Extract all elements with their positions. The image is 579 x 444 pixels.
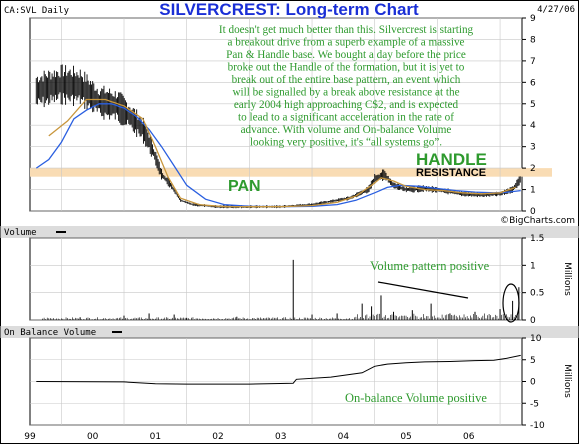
y-tick-label: 1.5 <box>530 234 544 244</box>
annotation-line: It doesn't get much better than this. Si… <box>219 24 474 36</box>
volume-title: Volume <box>4 228 37 238</box>
y-tick-label: 6 <box>530 78 536 88</box>
obv-panel: On Balance Volume -10 -5 0 5 10 Millions On-… <box>0 326 579 431</box>
moving-average-short <box>48 98 516 208</box>
y-tick-label: 5 <box>530 356 536 366</box>
annotation-line: early 2004 high approaching C$2, and is … <box>234 99 459 111</box>
x-tick-label: 03 <box>275 432 286 442</box>
price-y-ticks: 0 1 2 3 4 5 6 7 8 9 <box>522 14 536 217</box>
y-tick-label: 3 <box>530 143 536 153</box>
obv-line <box>36 354 521 385</box>
price-gridlines <box>30 17 522 212</box>
y-tick-label: 0 <box>530 316 536 326</box>
volume-bars <box>42 259 520 320</box>
y-tick-label: 4 <box>530 121 536 131</box>
handle-label: HANDLE <box>416 150 487 169</box>
annotation-line: Pan & Handle base. We bought a day befor… <box>226 49 466 61</box>
y-tick-label: 9 <box>530 14 536 24</box>
y-tick-label: 1 <box>530 261 536 271</box>
price-bars <box>35 64 521 209</box>
annotation-line: a breakout drive from a superb example o… <box>227 37 464 49</box>
y-tick-label: 0.5 <box>530 289 544 299</box>
chart-title: SILVERCREST: Long-term Chart <box>159 0 419 19</box>
watermark: ©BigCharts.com <box>500 216 575 226</box>
y-tick-label: 5 <box>530 100 536 110</box>
volume-panel-header <box>0 226 579 238</box>
annotation-line: will be signalled by a break above resis… <box>232 87 459 99</box>
obv-title: On Balance Volume <box>4 328 96 338</box>
y-tick-label: 10 <box>530 334 542 344</box>
y-tick-label: 8 <box>530 35 536 45</box>
annotation-text: It doesn't get much better than this. Si… <box>219 24 474 149</box>
x-tick-label: 05 <box>400 432 411 442</box>
obv-y-ticks: -10 -5 0 5 10 <box>522 334 545 431</box>
volume-trend-line <box>377 281 469 299</box>
volume-note: Volume pattern positive <box>370 259 490 273</box>
price-panel: 0 1 2 3 4 5 6 7 8 9 CA:SVL Daily SILVERCREST: Lon… <box>4 0 575 217</box>
resistance-band <box>30 168 552 177</box>
volume-highlight-circle <box>502 283 520 323</box>
volume-panel: Volume 0 0.5 1 1.5 Millions Volume pattern … <box>0 226 579 326</box>
obv-panel-header <box>0 326 579 338</box>
annotation-line: advance. With volume and On-balance Volu… <box>241 124 452 136</box>
x-axis-labels: 99 00 01 02 03 04 05 06 <box>24 432 474 442</box>
annotation-line: break out of the entire base pattern, an… <box>232 74 461 86</box>
y-tick-label: 1 <box>530 186 536 196</box>
obv-note: On-balance Volume positive <box>345 391 487 405</box>
resistance-label: RESISTANCE <box>416 167 486 179</box>
x-tick-label: 01 <box>150 432 161 442</box>
annotation-line: broke out the Handle of the formation, b… <box>228 62 465 74</box>
y-tick-label: 2 <box>530 164 536 174</box>
y-tick-label: -5 <box>530 399 539 409</box>
annotation-line: looking very positive, it's “all systems… <box>250 137 442 149</box>
volume-units: Millions <box>562 262 572 296</box>
volume-y-ticks: 0 0.5 1 1.5 <box>522 234 544 326</box>
moving-average-long <box>35 103 521 208</box>
chart-date: 4/27/06 <box>537 5 575 15</box>
y-tick-label: 7 <box>530 57 536 67</box>
pan-label: PAN <box>228 178 261 195</box>
x-tick-label: 04 <box>338 432 350 442</box>
x-tick-label: 00 <box>87 432 99 442</box>
x-tick-label: 06 <box>463 432 475 442</box>
y-tick-label: 0 <box>530 378 536 388</box>
obv-units: Millions <box>562 364 572 398</box>
y-tick-label: 0 <box>530 207 536 217</box>
symbol-label: CA:SVL Daily <box>4 6 70 16</box>
annotation-line: to lead to a significant acceleration in… <box>238 112 454 124</box>
x-tick-label: 99 <box>24 432 36 442</box>
x-tick-label: 02 <box>212 432 223 442</box>
y-tick-label: -10 <box>530 421 545 431</box>
